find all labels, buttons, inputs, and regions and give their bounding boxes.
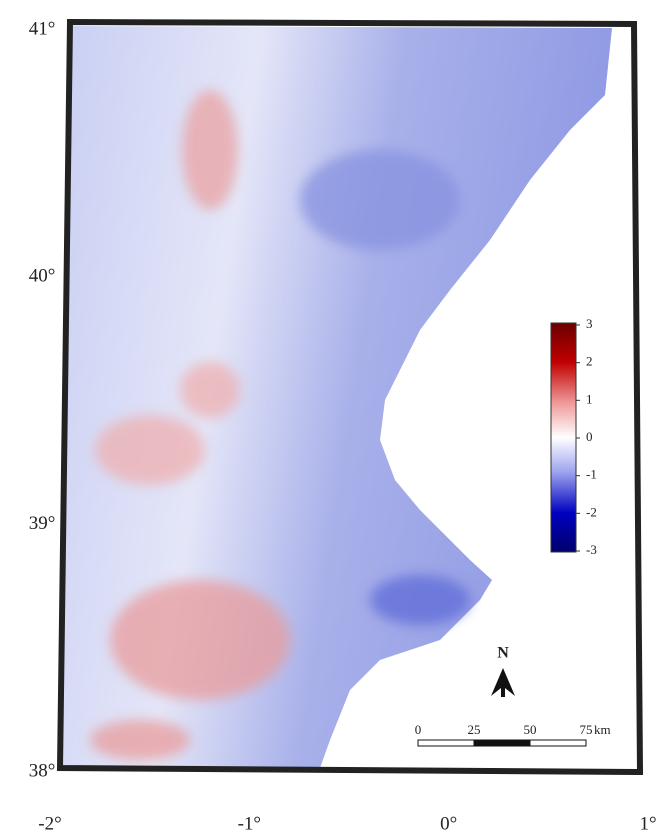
colorbar: [550, 322, 577, 553]
lon-label: 1°: [639, 813, 656, 834]
north-arrow: [491, 668, 515, 697]
colorbar-label: -2: [586, 504, 597, 519]
colorbar-label: 1: [586, 391, 593, 406]
lon-label: -2°: [38, 813, 61, 834]
scale-segment: [529, 739, 587, 747]
scale-label: 50: [524, 722, 537, 737]
colorbar-label: 3: [586, 316, 593, 331]
lat-label: 41°: [29, 18, 56, 39]
scale-segment: [417, 739, 475, 747]
colorbar-label: -1: [586, 467, 597, 482]
lon-label: 0°: [440, 813, 457, 834]
north-label: N: [497, 645, 509, 662]
anomaly-patches: [90, 90, 470, 760]
scale-unit: km: [594, 722, 611, 737]
lat-label: 40°: [29, 266, 56, 287]
scale-label: 25: [468, 722, 481, 737]
lon-label: -1°: [238, 813, 261, 834]
colorbar-label: 2: [586, 354, 593, 369]
scale-segment: [473, 739, 531, 747]
lat-label: 38°: [29, 760, 56, 781]
colorbar-label: 0: [586, 429, 593, 444]
frame: [56, 18, 644, 776]
colorbar-label: -3: [586, 542, 597, 557]
scale-label: 0: [415, 722, 422, 737]
scale-label: 75: [580, 722, 593, 737]
lat-label: 39°: [29, 513, 56, 534]
